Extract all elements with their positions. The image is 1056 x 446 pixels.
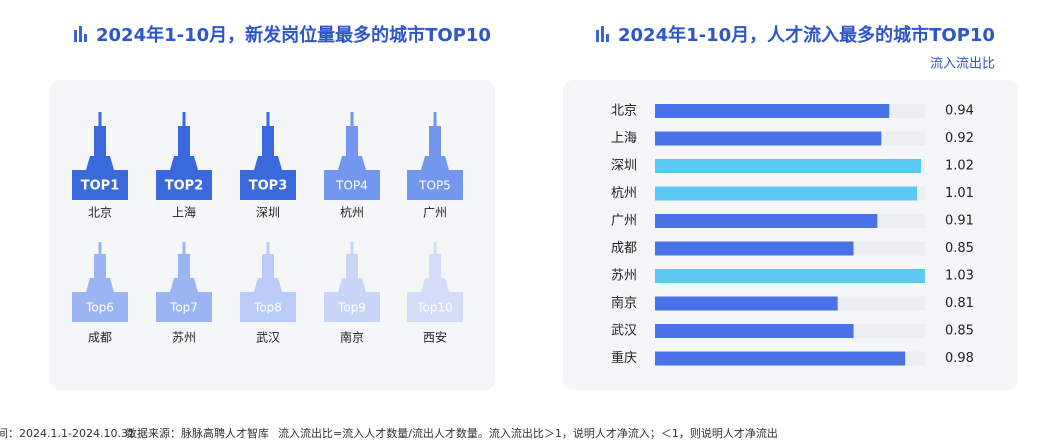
landmark-icon [421, 156, 449, 170]
landmark-icon [266, 112, 270, 126]
bar [655, 269, 925, 283]
bar [655, 324, 854, 338]
rank-box [324, 292, 380, 322]
rank-label: TOP3 [249, 179, 288, 194]
rank-label: Top7 [169, 301, 198, 315]
bar [655, 159, 922, 173]
city-label: 苏州 [172, 331, 196, 345]
value-label: 0.94 [945, 104, 974, 119]
rank-box [407, 170, 463, 200]
rank-box [72, 170, 128, 200]
landmark-icon [266, 242, 270, 256]
landmark-icon [182, 112, 186, 126]
bar [655, 131, 882, 146]
y-tick-label: 重庆 [611, 350, 637, 366]
rank-box [156, 292, 212, 322]
rank-label: Top10 [416, 301, 453, 315]
landmark-icon [98, 112, 102, 126]
bar [655, 351, 906, 366]
landmark-icon [86, 278, 114, 292]
value-label: 1.03 [945, 269, 974, 284]
left-title: 2024年1-10月，新发岗位量最多的城市TOP10 [96, 24, 491, 46]
landmark-icon [182, 242, 186, 256]
landmark-icon [86, 156, 114, 170]
y-tick-label: 深圳 [611, 159, 637, 174]
bar [655, 186, 918, 201]
value-label: 0.85 [945, 324, 974, 339]
landmark-icon [254, 156, 282, 170]
city-label: 上海 [172, 205, 196, 220]
y-tick-label: 成都 [611, 241, 637, 256]
y-tick-label: 武汉 [611, 324, 637, 339]
y-tick-label: 杭州 [611, 186, 637, 201]
rank-box [240, 292, 296, 322]
value-label: 0.92 [945, 131, 974, 146]
rank-box [240, 170, 296, 200]
city-label: 武汉 [256, 331, 280, 345]
landmark-icon [170, 278, 198, 292]
rank-label: TOP5 [418, 179, 451, 193]
city-label: 成都 [88, 331, 112, 345]
rank-box [72, 292, 128, 322]
rank-label: Top6 [85, 301, 114, 315]
value-label: 1.02 [945, 159, 974, 174]
chart-subtitle: 流入流出比 [930, 57, 995, 72]
y-tick-label: 广州 [611, 214, 637, 229]
value-label: 0.85 [945, 241, 974, 256]
y-tick-label: 北京 [611, 104, 637, 119]
landmark-icon [350, 112, 354, 126]
rank-label: TOP4 [335, 179, 368, 193]
landmark-icon [254, 278, 282, 292]
bar [655, 104, 890, 118]
city-label: 南京 [340, 330, 364, 345]
value-label: 1.01 [945, 186, 974, 201]
title-icon [596, 26, 609, 42]
bar [655, 241, 854, 256]
landmark-icon [433, 242, 437, 256]
city-label: 西安 [423, 330, 447, 345]
city-label: 杭州 [340, 205, 364, 220]
value-label: 0.91 [945, 214, 974, 229]
city-label: 深圳 [256, 206, 280, 220]
landmark-icon [338, 156, 366, 170]
city-label: 北京 [88, 206, 112, 220]
rank-label: TOP1 [81, 179, 120, 194]
value-label: 0.81 [945, 296, 974, 311]
y-tick-label: 南京 [611, 295, 637, 311]
right-panel [563, 80, 1018, 390]
rank-box [156, 170, 212, 200]
footer-period: 时间：2024.1.1-2024.10.31 [0, 427, 135, 440]
rank-label: Top9 [337, 301, 366, 315]
landmark-icon [98, 242, 102, 256]
landmark-icon [433, 112, 437, 126]
rank-box [407, 292, 463, 322]
landmark-icon [338, 278, 366, 292]
rank-label: Top8 [253, 301, 282, 315]
landmark-icon [170, 156, 198, 170]
city-label: 广州 [423, 206, 447, 220]
rank-box [324, 170, 380, 200]
chart-title: 2024年1-10月，人才流入最多的城市TOP10 [618, 24, 995, 46]
landmark-icon [350, 242, 354, 256]
y-tick-label: 苏州 [611, 268, 637, 284]
footer-note: 流入流出比=流入人才数量/流出人才数量。流入流出比＞1，说明人才净流入；＜1，则… [278, 426, 778, 440]
value-label: 0.98 [945, 351, 974, 366]
title-icon [74, 26, 87, 42]
bar [655, 296, 838, 311]
footer-source: 数据来源：脉脉高聘人才智库 [126, 426, 269, 440]
rank-label: TOP2 [165, 179, 204, 194]
landmark-icon [421, 278, 449, 292]
bar [655, 214, 878, 228]
y-tick-label: 上海 [611, 131, 637, 146]
